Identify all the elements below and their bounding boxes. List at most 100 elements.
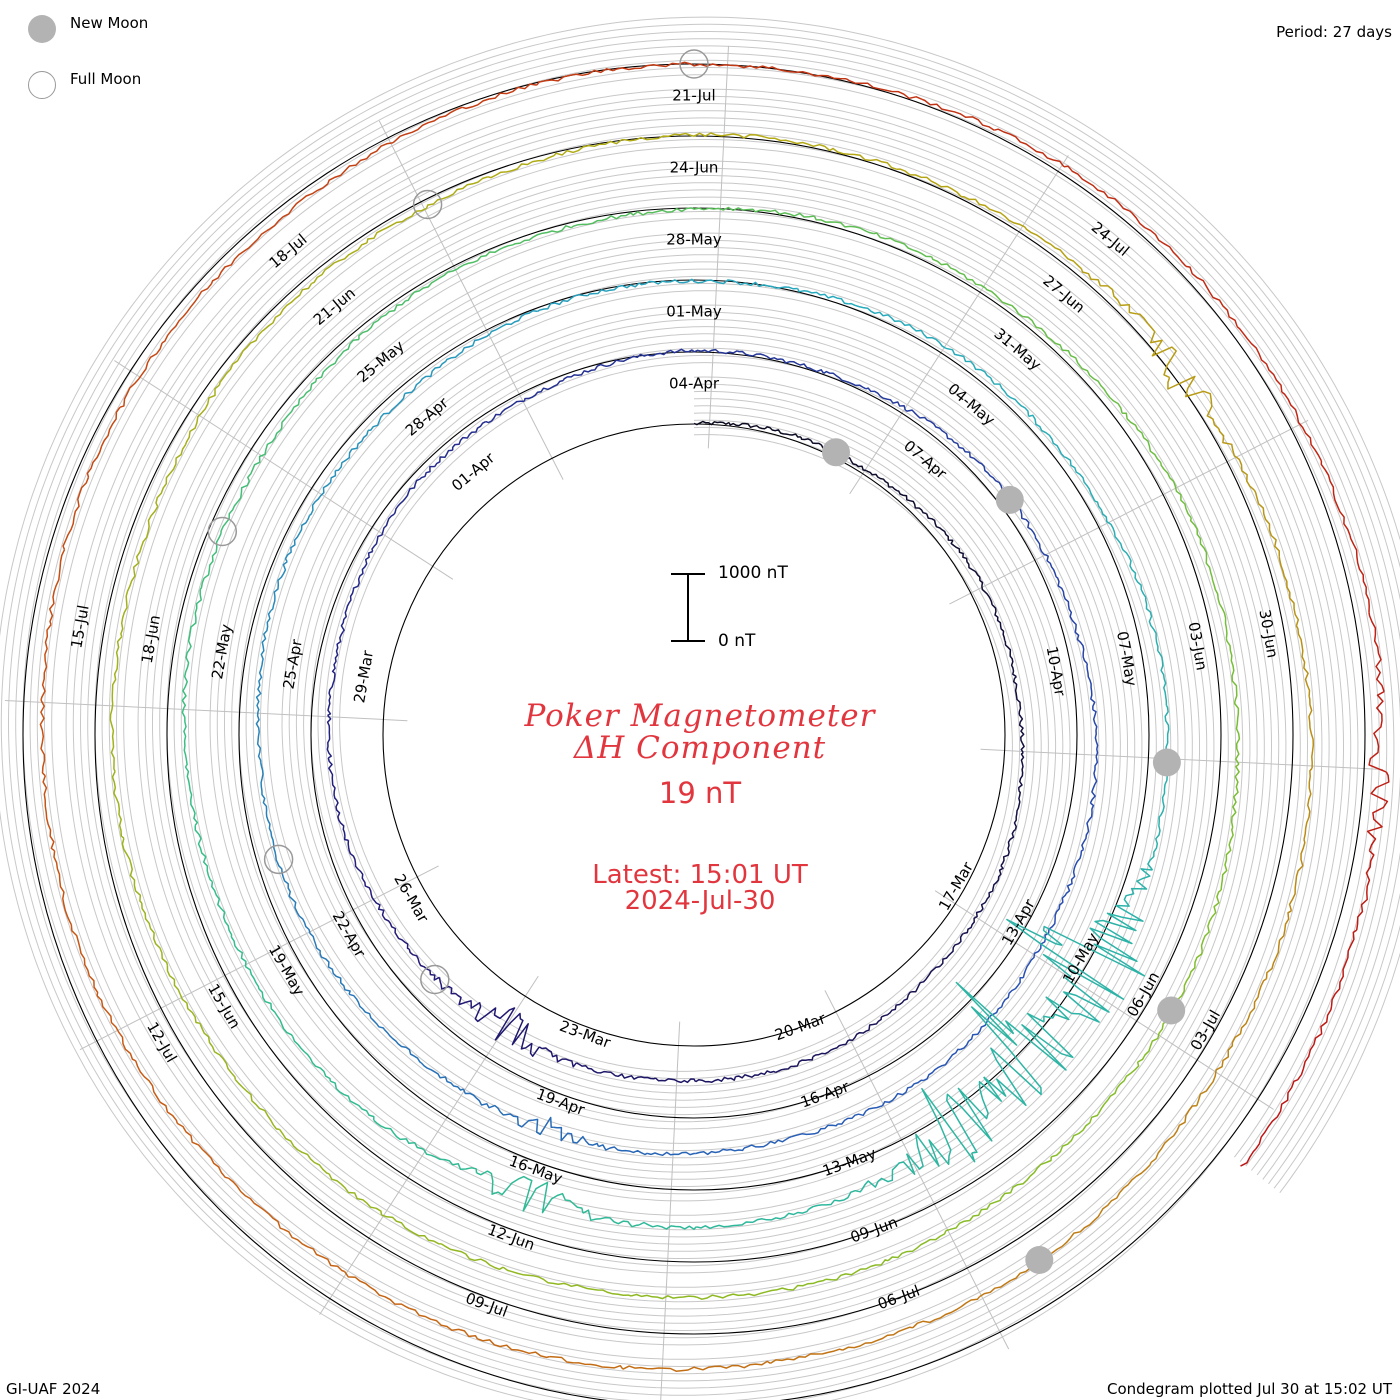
- series-line-segment: [923, 1048, 961, 1082]
- series-line-segment: [327, 141, 394, 185]
- series-line-segment: [381, 1214, 442, 1245]
- series-line-segment: [1160, 462, 1192, 519]
- series-line-segment: [270, 561, 288, 612]
- new-moon-legend-icon: [28, 15, 56, 43]
- series-line-segment: [39, 699, 46, 777]
- series-line-segment: [489, 309, 538, 335]
- series-line-segment: [1024, 226, 1083, 270]
- series-line-segment: [848, 1016, 883, 1041]
- series-line-segment: [441, 1243, 504, 1271]
- series-line-segment: [485, 400, 525, 424]
- series-line-segment: [409, 1307, 479, 1340]
- grid-spoke: [79, 865, 439, 1051]
- series-line-segment: [445, 333, 491, 362]
- date-tick-label: 03-Jul: [1187, 1007, 1224, 1054]
- series-line-segment: [1089, 756, 1099, 804]
- series-line-segment: [696, 1360, 771, 1371]
- series-line-segment: [294, 908, 321, 954]
- series-line-segment: [1308, 696, 1315, 769]
- series-line-segment: [255, 711, 262, 763]
- new-moon-marker: [1152, 748, 1181, 777]
- series-line-segment: [1225, 638, 1238, 702]
- grid-spoke: [319, 975, 539, 1315]
- series-line-segment: [553, 139, 623, 157]
- series-line-segment: [1240, 1148, 1257, 1167]
- grid-ring: [8, 31, 1400, 1400]
- latest-date: 2024-Jul-30: [624, 886, 776, 916]
- series-line-segment: [1080, 366, 1123, 414]
- series-line-segment: [111, 771, 125, 839]
- series-line-segment: [199, 533, 222, 591]
- series-line-segment: [925, 513, 954, 542]
- series-line-segment: [655, 1077, 697, 1084]
- series-line-segment: [630, 207, 692, 216]
- series-line-segment: [1136, 313, 1177, 379]
- series-line-segment: [562, 363, 605, 382]
- date-tick-label: 24-Jun: [670, 159, 719, 177]
- grid-ring: [44, 67, 1380, 1367]
- moon-layer: [207, 49, 1186, 1274]
- series-line-segment: [420, 1062, 464, 1091]
- series-line-segment: [505, 1113, 554, 1136]
- date-tick-label: 12-Jun: [485, 1220, 537, 1254]
- series-line-segment: [1051, 1112, 1100, 1158]
- date-tick-label: 03-Jun: [1185, 621, 1211, 672]
- series-line-segment: [1042, 912, 1146, 977]
- credit-label: GI-UAF 2024: [6, 1380, 101, 1398]
- series-line-segment: [362, 879, 385, 917]
- series-line-segment: [553, 1126, 600, 1147]
- series-line-segment: [955, 981, 1042, 1107]
- series-line-segment: [950, 539, 976, 572]
- series-line-segment: [775, 1056, 814, 1074]
- series-line-segment: [166, 965, 201, 1025]
- series-line-segment: [1368, 690, 1387, 773]
- series-line-segment: [311, 242, 368, 285]
- date-tick-label: 09-Jun: [848, 1213, 900, 1247]
- series-line-segment: [392, 106, 463, 144]
- series-line-segment: [905, 409, 946, 434]
- baseline-ring: [166, 207, 1222, 1263]
- series-line-segment: [1297, 1006, 1333, 1081]
- series-line-segment: [1099, 1161, 1152, 1215]
- date-tick-label: 19-Apr: [534, 1085, 588, 1119]
- date-tick-label: 29-Mar: [350, 648, 377, 704]
- series-line-segment: [1368, 612, 1385, 692]
- series-line-segment: [1288, 839, 1306, 912]
- series-line-segment: [184, 766, 199, 826]
- series-line-segment: [1012, 676, 1022, 715]
- series-line-segment: [1018, 752, 1025, 791]
- series-line-segment: [781, 358, 825, 374]
- series-line-segment: [845, 78, 923, 100]
- series-line-segment: [1147, 814, 1162, 871]
- series-line-segment: [348, 993, 386, 1031]
- grid-ring: [36, 59, 1388, 1375]
- series-line-segment: [234, 1079, 280, 1131]
- date-tick-label: 28-Apr: [402, 393, 453, 440]
- chart-title-line2: ΔH Component: [573, 730, 827, 766]
- baseline-ring: [22, 63, 1366, 1400]
- series-line-segment: [1150, 1104, 1197, 1163]
- series-line-segment: [132, 506, 159, 571]
- series-line-segment: [199, 1023, 237, 1080]
- series-line-segment: [330, 1080, 375, 1121]
- series-line-segment: [896, 168, 962, 198]
- series-line-segment: [691, 132, 762, 139]
- grid-ring: [15, 38, 1400, 1396]
- series-line-segment: [292, 1036, 332, 1082]
- series-line-segment: [1218, 428, 1255, 491]
- series-line-segment: [1041, 1213, 1101, 1259]
- series-line-segment: [393, 478, 421, 515]
- chart-title-line1: Poker Magnetometer: [524, 698, 876, 734]
- date-tick-label: 04-Apr: [669, 375, 720, 393]
- baseline-ring: [238, 279, 1150, 1191]
- series-line-segment: [86, 406, 121, 478]
- date-tick-label: 15-Jul: [67, 604, 92, 650]
- series-line-segment: [247, 429, 281, 482]
- series-line-segment: [425, 176, 489, 209]
- series-line-segment: [911, 965, 942, 993]
- series-line-segment: [812, 1039, 850, 1058]
- series-line-segment: [1098, 1061, 1140, 1114]
- date-tick-label: 18-Jul: [266, 230, 311, 272]
- grid-spoke: [824, 990, 1010, 1350]
